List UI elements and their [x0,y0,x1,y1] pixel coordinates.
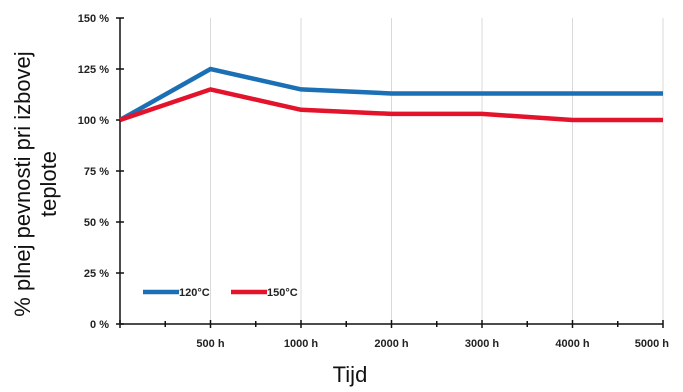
y-tick-label: 100 % [78,115,109,127]
y-tick-label: 50 % [84,217,109,229]
x-tick-label: 2000 h [374,338,409,350]
tick-labels: 0 % 25 % 50 % 75 % 100 % 125 % 150 % 500 h 1000 … [78,13,669,350]
x-tick-label: 500 h [196,338,224,350]
y-tick-label: 25 % [84,268,109,280]
y-tick-label: 150 % [78,13,109,25]
x-tick-label: 3000 h [465,338,500,350]
legend-label-2: 150°C [267,287,298,299]
x-axis-title: Tijd [333,362,368,387]
y-tick-label: 75 % [84,166,109,178]
axes [116,17,664,328]
legend: 120°C 150°C [143,287,298,299]
x-tick-label: 1000 h [284,338,319,350]
series-line-2 [119,87,663,123]
y-axis-title-line-2: teplote [36,151,61,217]
y-tick-label: 125 % [78,64,109,76]
legend-label-1: 120°C [179,287,210,299]
series-line-1 [118,66,663,122]
grid [210,18,664,324]
y-tick-label: 0 % [90,319,109,331]
x-tick-label: 5000 h [635,338,670,350]
y-axis-title-line-1: % plnej pevnosti pri izbovej [10,51,35,316]
series [118,66,663,123]
x-tick-label: 4000 h [555,338,590,350]
